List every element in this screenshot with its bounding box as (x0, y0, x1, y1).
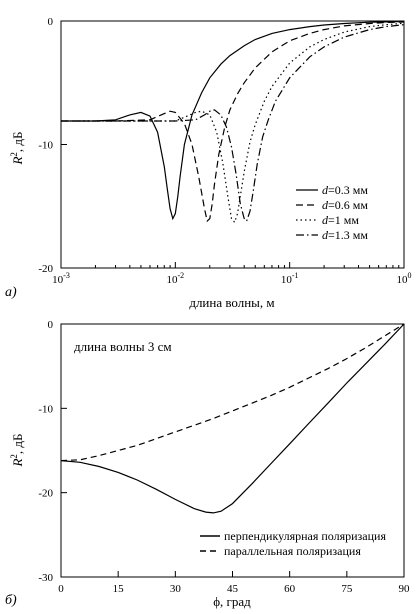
y-tick-label-a: 0 (48, 16, 54, 28)
legend-label-a: d=0.3 мм (322, 183, 368, 197)
x-tick-label-b: 90 (399, 583, 411, 595)
x-tick-label-b: 15 (113, 583, 125, 595)
panel-label-a: а) (5, 285, 17, 300)
y-axis-label-b: R2, дБ (9, 433, 25, 467)
panel-b: 0 -10 -20 -30 0 15 30 45 60 75 90 R2, дБ ϕ, град б… (5, 319, 410, 609)
series-line-a-3 (61, 22, 405, 224)
x-tick-label-b: 60 (284, 583, 296, 595)
series-line-b-2 (60, 323, 405, 462)
legend-label-b: перпендикулярная поляризация (224, 529, 386, 543)
x-tick-label-b: 30 (170, 583, 182, 595)
series-line-a-2 (61, 21, 405, 223)
y-tick-label-b: 0 (48, 319, 54, 331)
panel-label-b: б) (5, 593, 17, 608)
y-tick-label-b: -30 (38, 572, 53, 584)
x-tick-label-a: 10-1 (281, 271, 299, 286)
series-lines-a (61, 20, 405, 224)
legend-label-a: d=0.6 мм (322, 198, 368, 212)
legend-label-a: d=1.3 мм (322, 228, 368, 242)
series-lines-b (60, 323, 405, 514)
legend-a: d=0.3 ммd=0.6 ммd=1 ммd=1.3 мм (296, 183, 368, 242)
y-tick-label-a: -10 (38, 140, 53, 152)
annotation-b: длина волны 3 см (74, 339, 172, 354)
x-tick-label-b: 45 (227, 583, 239, 595)
axis-ticks-b: 0 -10 -20 -30 0 15 30 45 60 75 90 (38, 319, 410, 595)
x-tick-label-a: 10-2 (166, 271, 184, 286)
x-tick-label-b: 75 (341, 583, 353, 595)
series-line-a-4 (61, 24, 405, 223)
y-tick-label-b: -20 (38, 488, 53, 500)
legend-label-a: d=1 мм (322, 213, 359, 227)
series-line-b-1 (60, 323, 405, 514)
x-axis-label-b: ϕ, град (213, 594, 251, 609)
x-tick-label-a: 100 (397, 271, 412, 286)
y-axis-label-a: R2, дБ (9, 131, 25, 165)
x-tick-label-a: 10-3 (52, 271, 70, 286)
y-tick-label-a: -20 (38, 263, 53, 275)
legend-label-b: параллельная поляризация (224, 544, 361, 558)
x-tick-label-b: 0 (58, 583, 64, 595)
legend-b: перпендикулярная поляризацияпараллельная… (200, 529, 386, 558)
y-tick-label-b: -10 (38, 403, 53, 415)
series-line-a-1 (61, 20, 405, 221)
x-axis-label-a: длина волны, м (189, 295, 274, 310)
